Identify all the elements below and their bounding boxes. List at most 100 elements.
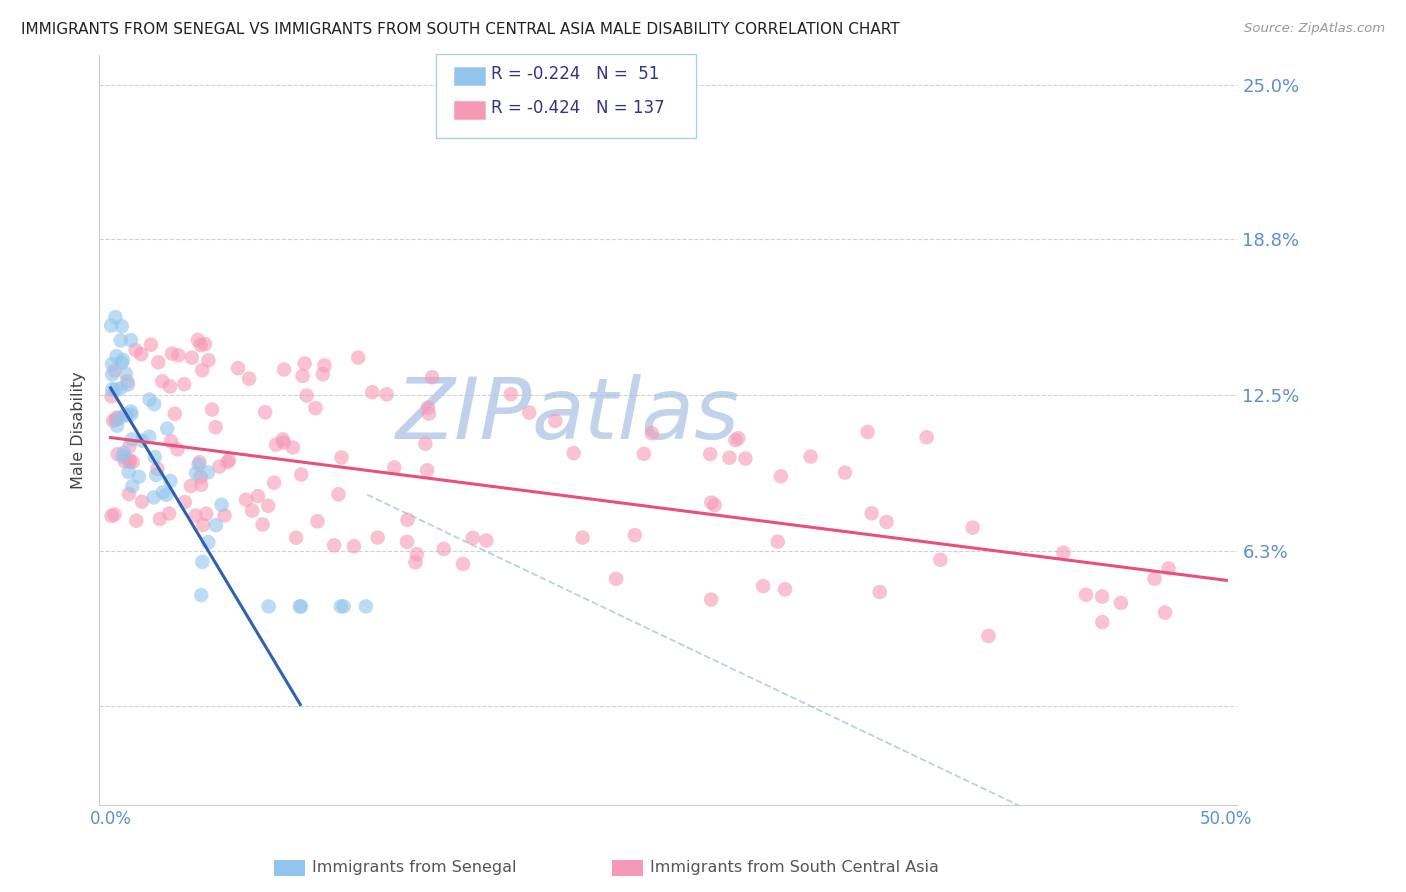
Point [188,455,211,469]
Point [418,407,440,421]
Point [159,474,181,488]
Point [271,433,294,447]
Point [295,388,318,402]
Point [112,446,135,460]
Point [718,450,741,465]
Point [138,392,160,407]
Text: IMMIGRANTS FROM SENEGAL VS IMMIGRANTS FROM SOUTH CENTRAL ASIA MALE DISABILITY CO: IMMIGRANTS FROM SENEGAL VS IMMIGRANTS FR… [21,22,900,37]
Point [105,418,128,433]
Point [128,469,150,483]
Point [699,447,721,461]
Point [640,426,662,441]
Point [107,447,129,461]
Point [700,592,723,607]
Point [962,521,984,535]
Point [118,453,141,467]
Point [101,368,124,382]
Point [108,411,131,425]
Point [157,507,180,521]
Point [633,447,655,461]
Point [294,357,316,371]
Point [118,487,141,501]
Point [290,599,312,614]
Point [111,356,134,370]
Point [100,318,122,333]
Point [104,383,127,397]
Point [110,381,132,395]
Point [499,387,522,401]
Point [226,361,249,376]
Point [773,582,796,597]
Point [246,489,269,503]
Point [544,414,567,428]
Point [160,434,183,449]
Point [915,430,938,444]
Point [724,433,747,447]
Point [100,389,122,403]
Point [205,518,228,533]
Point [190,338,212,352]
Point [159,379,181,393]
Point [330,450,353,465]
Point [281,441,304,455]
Point [769,469,792,483]
Point [285,531,308,545]
Point [404,555,426,569]
Text: Immigrants from South Central Asia: Immigrants from South Central Asia [650,861,938,875]
Point [235,492,257,507]
Point [105,349,128,363]
Point [114,454,136,468]
Point [142,491,165,505]
Point [461,531,484,545]
Point [104,310,127,325]
Point [152,485,174,500]
Text: Source: ZipAtlas.com: Source: ZipAtlas.com [1244,22,1385,36]
Point [347,351,370,365]
Point [211,498,233,512]
Point [197,466,219,480]
Point [416,401,439,415]
Point [834,466,856,480]
Point [191,363,214,377]
Point [1154,606,1177,620]
Point [125,514,148,528]
Point [273,435,295,450]
Point [624,528,647,542]
Point [343,539,366,553]
Point [252,517,274,532]
Point [111,352,134,367]
Point [114,367,136,381]
Point [101,382,124,396]
Point [139,337,162,351]
Point [416,463,439,477]
Point [218,453,240,467]
Point [118,455,141,469]
Point [103,508,125,522]
Point [288,599,311,614]
Point [605,572,627,586]
Point [562,446,585,460]
Point [869,585,891,599]
Point [257,599,280,614]
Point [354,599,377,614]
Point [121,479,143,493]
Point [307,514,329,528]
Point [190,470,212,484]
Point [187,458,209,472]
Point [703,498,725,512]
Point [1074,588,1097,602]
Point [117,377,139,392]
Point [191,517,214,532]
Point [217,455,239,469]
Point [800,450,823,464]
Text: R = -0.424   N = 137: R = -0.424 N = 137 [491,99,664,117]
Point [129,347,152,361]
Point [323,538,346,552]
Point [103,363,125,377]
Point [304,401,326,416]
Point [104,413,127,427]
Point [395,534,418,549]
Point [110,334,132,348]
Y-axis label: Male Disability: Male Disability [72,371,86,489]
Point [361,385,384,400]
